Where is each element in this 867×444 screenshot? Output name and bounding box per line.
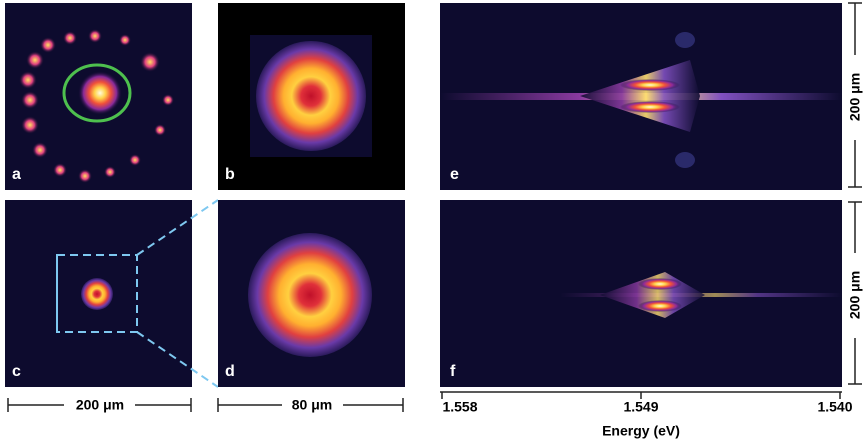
panel-label: c <box>12 363 21 380</box>
panel-label: b <box>225 166 235 183</box>
scale-bar <box>848 3 862 384</box>
figure: a b c d e f 200 μm 80 μm 200 μm 200 μm E… <box>0 0 867 444</box>
scale-bar-label: 200 μm <box>76 397 124 413</box>
scale-bar-label: 200 μm <box>847 73 863 121</box>
x-tick-label: 1.549 <box>623 399 658 415</box>
ring-mode <box>256 41 366 151</box>
scale-bar-label: 200 μm <box>847 271 863 319</box>
zoomed-ring <box>248 233 372 357</box>
x-tick-label: 1.540 <box>817 399 852 415</box>
x-tick-label: 1.558 <box>442 399 477 415</box>
small-ring <box>81 278 113 310</box>
scale-bar <box>8 398 403 412</box>
axis-title: Energy (eV) <box>602 423 680 439</box>
scale-bar-label: 80 μm <box>292 397 332 413</box>
panel-label: d <box>225 363 235 380</box>
panel-label: a <box>12 166 21 183</box>
panel-label: e <box>450 166 459 183</box>
panel-label: f <box>450 363 456 380</box>
